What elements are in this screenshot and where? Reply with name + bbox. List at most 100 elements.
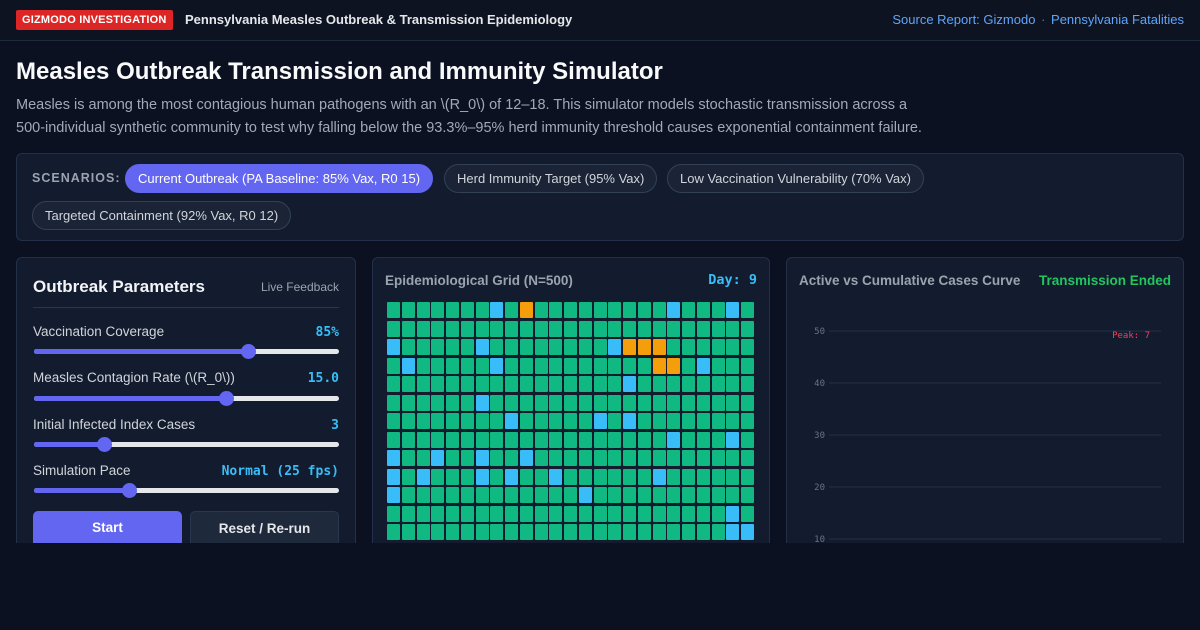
grid-cell-immune [682,339,695,355]
grid-cell-immune [460,394,474,411]
grid-cell-immune [387,394,400,411]
grid-cell-immune [519,468,533,485]
source-report-link[interactable]: Source Report: Gizmodo [892,12,1036,27]
grid-cell-immune [534,339,548,355]
index-cases-slider[interactable] [34,437,339,452]
grid-cell-immune [593,376,607,392]
grid-cell-immune [549,394,563,411]
grid-cell-immune [549,524,563,540]
grid-cell-immune [682,487,695,503]
grid-cell-immune [534,357,548,374]
grid-cell-immune [726,376,740,392]
slider-thumb[interactable] [121,483,137,498]
scenario-herd-immunity[interactable]: Herd Immunity Target (95% Vax) [444,164,658,193]
grid-cell-immune [475,487,489,503]
grid-cell-immune [667,524,681,540]
grid-cell-immune [593,487,607,503]
grid-cell-immune [578,339,592,355]
grid-cell-infected [652,339,666,355]
grid-cell-susceptible [549,468,563,485]
grid-cell-susceptible [490,357,504,374]
grid-cell-immune [431,320,445,337]
grid-cell-immune [608,320,622,337]
source-links: Source Report: Gizmodo · Pennsylvania Fa… [892,12,1184,27]
grid-cell-immune [711,357,725,374]
grid-cell-immune [608,450,622,466]
grid-cell-susceptible [431,450,445,466]
grid-cell-infected [623,339,636,355]
grid-cell-infected [652,357,666,374]
grid-cell-immune [490,394,504,411]
grid-cell-immune [711,302,725,318]
scenario-targeted-containment[interactable]: Targeted Containment (92% Vax, R0 12) [32,201,292,230]
grid-cell-immune [519,431,533,448]
grid-cell-immune [637,450,651,466]
transmission-status: Transmission Ended [1038,273,1171,288]
grid-cell-immune [711,339,725,355]
grid-cell-susceptible [726,431,740,448]
grid-cell-immune [726,487,740,503]
grid-cell-immune [549,339,563,355]
grid-cell-immune [608,431,622,448]
grid-cell-immune [387,357,400,374]
grid-cell-immune [682,413,695,429]
y-tick-label: 20 [814,483,825,493]
grid-cell-immune [608,468,622,485]
slider-thumb[interactable] [240,344,256,359]
grid-cell-susceptible [608,339,622,355]
grid-cell-immune [682,302,695,318]
grid-cell-immune [564,394,577,411]
grid-cell-immune [549,431,563,448]
grid-cell-immune [490,524,504,540]
grid-cell-immune [578,376,592,392]
grid-cell-immune [741,450,754,466]
grid-cell-immune [637,320,651,337]
grid-cell-immune [623,505,636,522]
grid-cell-immune [726,450,740,466]
grid-cell-immune [490,468,504,485]
grid-cell-immune [667,320,681,337]
grid-cell-immune [401,450,415,466]
grid-cell-immune [608,505,622,522]
grid-cell-immune [741,468,754,485]
scenario-low-vaccination[interactable]: Low Vaccination Vulnerability (70% Vax) [667,164,924,193]
slider-fill [34,396,227,401]
grid-cell-immune [564,524,577,540]
scenario-current-outbreak[interactable]: Current Outbreak (PA Baseline: 85% Vax, … [125,164,434,193]
grid-cell-immune [637,357,651,374]
slider-thumb[interactable] [219,391,235,406]
slider-thumb[interactable] [97,437,113,452]
fatalities-link[interactable]: Pennsylvania Fatalities [1051,12,1184,27]
simulation-pace-slider[interactable] [34,483,339,498]
grid-cell-immune [505,302,518,318]
grid-cell-immune [608,394,622,411]
slider-fill [34,349,248,354]
grid-cell-immune [460,320,474,337]
grid-cell-immune [696,505,710,522]
start-button[interactable]: Start [33,511,182,547]
contagion-rate-slider[interactable] [34,391,339,406]
grid-cell-immune [741,302,754,318]
grid-cell-immune [446,524,459,540]
grid-cell-susceptible [741,524,754,540]
page-title: Measles Outbreak Transmission and Immuni… [16,58,663,85]
grid-cell-immune [401,320,415,337]
grid-cell-immune [475,431,489,448]
grid-cell-immune [578,413,592,429]
grid-cell-immune [490,413,504,429]
grid-cell-immune [431,339,445,355]
grid-cell-immune [696,468,710,485]
slider-fill [34,442,105,447]
grid-cell-immune [519,394,533,411]
vaccination-coverage-slider[interactable] [34,344,339,359]
grid-cell-susceptible [490,302,504,318]
grid-cell-immune [593,431,607,448]
grid-cell-immune [475,505,489,522]
grid-cell-susceptible [475,339,489,355]
grid-cell-immune [519,376,533,392]
y-tick-label: 50 [814,327,825,337]
investigation-badge: GIZMODO INVESTIGATION [16,10,173,30]
reset-button[interactable]: Reset / Re-run [190,511,339,547]
grid-cell-susceptible [387,487,400,503]
parameters-title: Outbreak Parameters [33,277,205,296]
